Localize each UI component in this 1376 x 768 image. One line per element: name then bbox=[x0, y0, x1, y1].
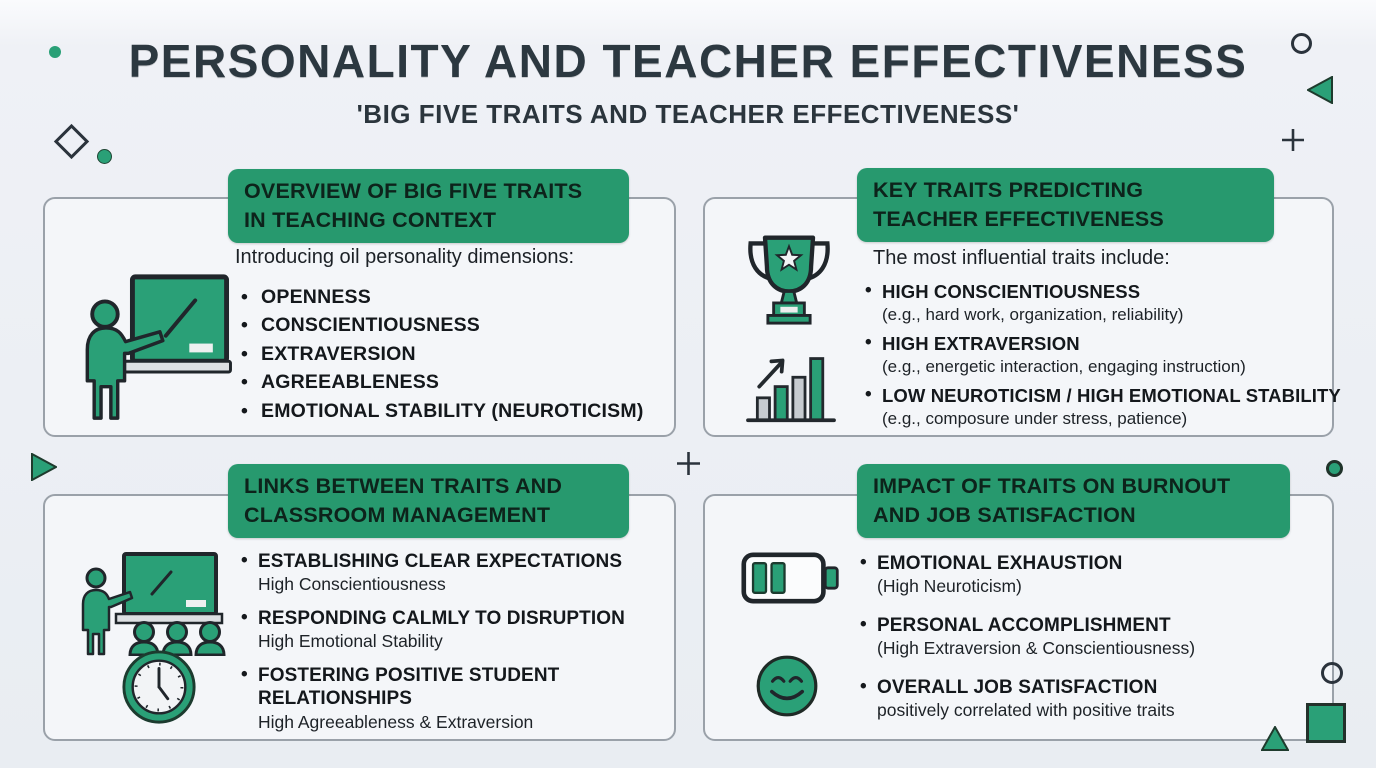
page-subtitle: 'BIG FIVE TRAITS AND TEACHER EFFECTIVENE… bbox=[356, 99, 1020, 129]
card-links-list: ESTABLISHING CLEAR EXPECTATIONS High Con… bbox=[241, 550, 663, 745]
list-item: HIGH CONSCIENTIOUSNESS (e.g., hard work,… bbox=[865, 280, 1327, 326]
classroom-icon bbox=[74, 552, 236, 656]
list-item: PERSONAL ACCOMPLISHMENT (High Extraversi… bbox=[860, 614, 1330, 660]
list-item: CONSCIENTIOUSNESS bbox=[241, 311, 644, 340]
bar-chart-icon bbox=[742, 338, 840, 424]
circle-outline-decoration bbox=[1321, 662, 1343, 684]
list-item: RESPONDING CALMLY TO DISRUPTION High Emo… bbox=[241, 607, 663, 654]
card-impact-header: IMPACT OF TRAITS ON BURNOUT AND JOB SATI… bbox=[857, 464, 1290, 539]
card-key-traits-intro: The most influential traits include: bbox=[873, 247, 1170, 269]
list-item: EXTRAVERSION bbox=[241, 340, 644, 369]
list-item: ESTABLISHING CLEAR EXPECTATIONS High Con… bbox=[241, 550, 663, 597]
card-key-traits-list: HIGH CONSCIENTIOUSNESS (e.g., hard work,… bbox=[865, 280, 1341, 436]
smiley-face-icon bbox=[755, 654, 819, 718]
list-item: EMOTIONAL EXHAUSTION (High Neuroticism) bbox=[860, 552, 1330, 598]
trophy-icon bbox=[737, 230, 841, 326]
card-key-traits-header: KEY TRAITS PREDICTING TEACHER EFFECTIVEN… bbox=[857, 168, 1274, 243]
green-square-decoration bbox=[1306, 703, 1346, 743]
plus-decoration bbox=[1282, 129, 1304, 151]
battery-icon bbox=[741, 550, 841, 606]
green-dot-decoration bbox=[49, 46, 61, 58]
green-dot-decoration bbox=[1326, 460, 1343, 477]
page-title: PERSONALITY AND TEACHER EFFECTIVENESS bbox=[128, 35, 1248, 87]
green-triangle-up-decoration bbox=[1261, 726, 1289, 751]
list-item: OVERALL JOB SATISFACTION positively corr… bbox=[860, 676, 1330, 722]
list-item: HIGH EXTRAVERSION (e.g., energetic inter… bbox=[865, 332, 1327, 378]
list-item: AGREEABLENESS bbox=[241, 368, 644, 397]
list-item: FOSTERING POSITIVE STUDENT RELATIONSHIPS… bbox=[241, 664, 663, 734]
list-item: EMOTIONAL STABILITY (NEUROTICISM) bbox=[241, 397, 644, 426]
list-item: LOW NEUROTICISM / HIGH EMOTIONAL STABILI… bbox=[865, 384, 1341, 430]
teacher-blackboard-icon bbox=[75, 271, 233, 423]
circle-outline-decoration bbox=[1291, 33, 1312, 54]
clock-icon bbox=[120, 648, 198, 726]
green-triangle-left-decoration bbox=[1307, 76, 1333, 104]
green-dot-decoration bbox=[97, 149, 112, 164]
list-item: OPENNESS bbox=[241, 283, 644, 312]
green-triangle-right-decoration bbox=[31, 453, 57, 481]
card-links-header: LINKS BETWEEN TRAITS AND CLASSROOM MANAG… bbox=[228, 464, 629, 539]
card-impact-list: EMOTIONAL EXHAUSTION (High Neuroticism) … bbox=[860, 552, 1330, 738]
card-overview-list: OPENNESS CONSCIENTIOUSNESS EXTRAVERSION … bbox=[241, 283, 644, 425]
card-overview-header: OVERVIEW OF BIG FIVE TRAITS IN TEACHING … bbox=[228, 169, 629, 244]
plus-decoration bbox=[677, 452, 700, 475]
card-overview-intro: Introducing oil personality dimensions: bbox=[235, 246, 575, 268]
